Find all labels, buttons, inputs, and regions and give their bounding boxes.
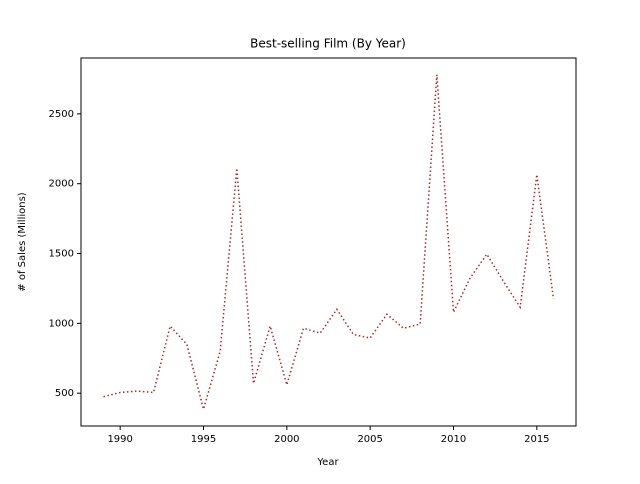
plot-frame [80, 57, 577, 427]
y-tick-label: 1000 [49, 318, 74, 329]
x-tick-label: 2000 [274, 434, 299, 445]
y-tick-label: 2500 [49, 109, 74, 120]
y-tick-label: 2000 [49, 179, 74, 190]
chart-title: Best-selling Film (By Year) [250, 37, 406, 51]
x-tick-label: 2010 [441, 434, 466, 445]
y-tick-label: 1500 [49, 249, 74, 260]
x-tick-label: 2015 [524, 434, 549, 445]
x-tick-label: 1995 [191, 434, 216, 445]
y-tick-label: 500 [55, 388, 74, 399]
x-tick-label: 1990 [107, 434, 132, 445]
x-axis-label: Year [316, 457, 339, 468]
y-axis-label: # of Sales (Millions) [17, 192, 28, 291]
x-tick-label: 2005 [357, 434, 382, 445]
